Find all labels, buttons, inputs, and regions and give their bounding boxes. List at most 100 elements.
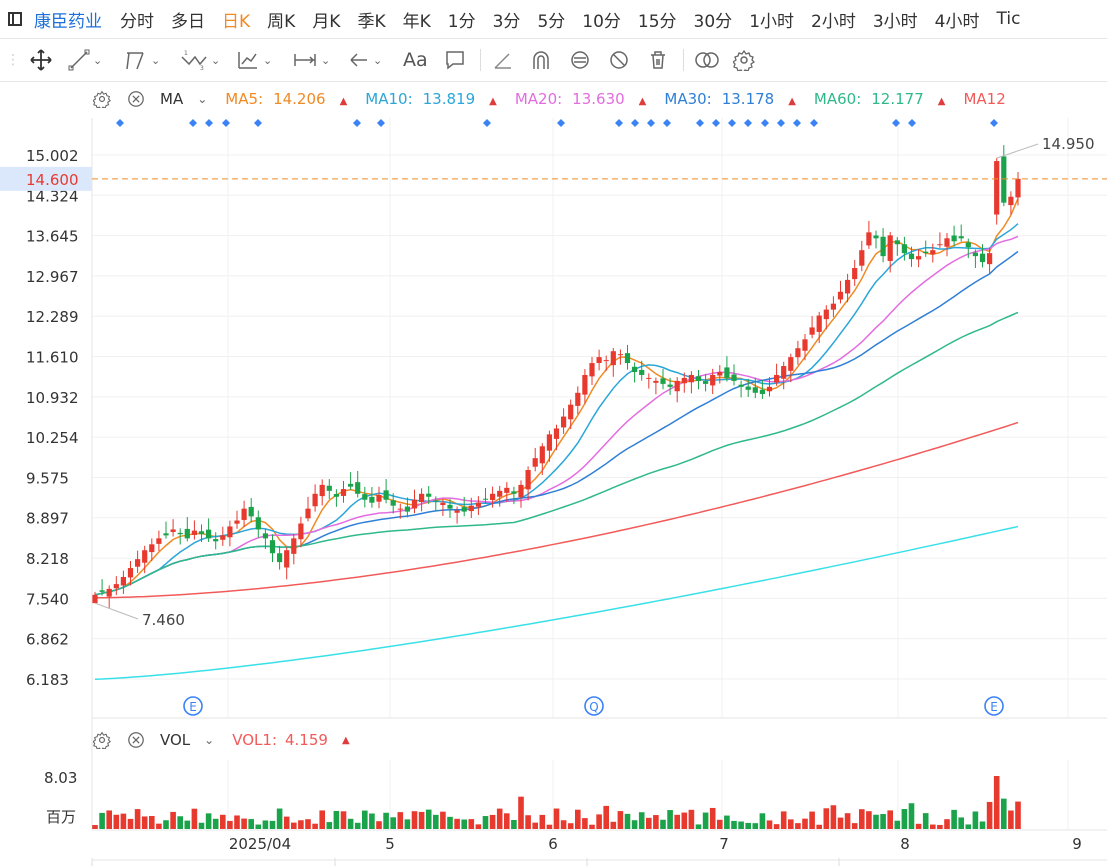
- timeframe-1[interactable]: 多日: [171, 11, 205, 32]
- timeframe-9[interactable]: 5分: [537, 11, 566, 32]
- volume-bar: [99, 812, 105, 829]
- volume-bar: [354, 822, 361, 829]
- chevron-down-icon[interactable]: ⌄: [204, 733, 215, 747]
- trash-icon[interactable]: [647, 39, 669, 81]
- chevron-down-icon[interactable]: ⌄: [211, 53, 221, 67]
- candle-body: [802, 339, 808, 351]
- ma250-line: [94, 525, 1019, 680]
- ma-values: MA5: 14.206 ▲ MA10: 13.819 ▲ MA20: 13.630 ▲ MA30:…: [225, 90, 1034, 108]
- candle-body: [248, 506, 254, 517]
- ma-label: MA20:: [514, 90, 563, 108]
- candle-body: [809, 327, 815, 335]
- candle-body: [461, 507, 467, 512]
- hide-drawings-icon[interactable]: [608, 39, 630, 81]
- timeframe-15[interactable]: 3小时: [872, 11, 918, 32]
- stock-name[interactable]: 康臣药业: [34, 11, 102, 32]
- sidebar-toggle-icon[interactable]: [8, 12, 22, 26]
- chevron-down-icon[interactable]: ⌄: [373, 53, 383, 67]
- chevron-down-icon[interactable]: ⌄: [197, 92, 208, 106]
- chevron-down-icon[interactable]: ⌄: [151, 53, 161, 67]
- volume-bar: [993, 776, 1000, 829]
- volume-bar: [823, 808, 830, 829]
- measure-tool-icon[interactable]: ⌄: [236, 39, 272, 81]
- candle-body: [553, 428, 560, 439]
- timeframe-10[interactable]: 10分: [582, 11, 621, 32]
- crosshair-move-icon[interactable]: [28, 39, 54, 81]
- wave-tool-icon[interactable]: 1 3 ⌄: [180, 39, 220, 81]
- volume-name[interactable]: VOL: [160, 731, 191, 749]
- event-marker-icon[interactable]: [984, 696, 1004, 716]
- volume-close-icon[interactable]: [126, 730, 146, 750]
- timeframe-17[interactable]: Tic: [996, 9, 1021, 29]
- chevron-down-icon[interactable]: ⌄: [321, 53, 331, 67]
- volume-settings-icon[interactable]: [92, 730, 112, 750]
- candle-body: [994, 161, 1000, 215]
- event-marker-icon[interactable]: [183, 696, 203, 716]
- comment-tool-icon[interactable]: [444, 39, 466, 81]
- candle-body: [603, 360, 609, 362]
- candle-body: [206, 529, 212, 539]
- candle-body: [908, 253, 915, 260]
- axis-labels: 15.002 14.324 13.645 12.967 12.289 11.610 10.9…: [26, 147, 1082, 853]
- timeframe-2[interactable]: 日K: [222, 11, 251, 32]
- candle-body: [759, 389, 765, 394]
- timeframe-11[interactable]: 15分: [637, 11, 677, 32]
- indicator-name[interactable]: MA: [160, 90, 184, 108]
- candle-body: [497, 490, 503, 497]
- volume-bar: [482, 816, 489, 829]
- timeframe-4[interactable]: 月K: [312, 11, 341, 32]
- signal-dot: [663, 119, 671, 127]
- text-tool-icon[interactable]: Aa: [403, 49, 428, 71]
- channel-tool-icon[interactable]: ⌄: [124, 39, 160, 81]
- price-tick: 7.540: [26, 590, 69, 608]
- timeframe-5[interactable]: 季K: [357, 11, 386, 32]
- volume-bar: [894, 820, 901, 829]
- chevron-down-icon[interactable]: ⌄: [263, 53, 273, 67]
- up-arrow-icon: ▲: [788, 96, 796, 107]
- ma-value: 13.178: [721, 90, 775, 108]
- volume-bar: [979, 821, 986, 829]
- candle-body: [703, 381, 709, 384]
- timeframe-8[interactable]: 3分: [492, 11, 521, 32]
- timeframe-16[interactable]: 4小时: [934, 11, 980, 32]
- magnet-icon[interactable]: [530, 39, 552, 81]
- volume-bar: [802, 818, 808, 829]
- candle-body: [482, 498, 489, 500]
- timeframe-6[interactable]: 年K: [402, 11, 431, 32]
- arrow-tool-icon[interactable]: ⌄: [348, 39, 382, 81]
- volume-bar: [255, 824, 262, 829]
- volume-bar: [638, 812, 645, 829]
- volume-bar: [887, 810, 893, 829]
- ma-legend: MA ⌄ MA5: 14.206 ▲ MA10: 13.819 ▲ MA20: 13.630 ▲…: [92, 84, 1107, 114]
- low-leader: [94, 602, 139, 620]
- timeframe-12[interactable]: 30分: [693, 11, 733, 32]
- volume-bar: [567, 823, 574, 829]
- angle-tool-icon[interactable]: [492, 39, 514, 81]
- price-tick: 12.967: [26, 268, 79, 286]
- toolbar-divider: [683, 49, 684, 71]
- timeframe-0[interactable]: 分时: [120, 11, 154, 32]
- candle-body: [1015, 178, 1021, 198]
- signal-dot: [205, 119, 213, 127]
- price-tick: 15.002: [26, 147, 79, 165]
- ma-value: 13.819: [422, 90, 476, 108]
- indicator-close-icon[interactable]: [126, 89, 146, 109]
- chevron-down-icon[interactable]: ⌄: [93, 53, 103, 67]
- event-marker-icon[interactable]: [584, 696, 604, 716]
- timeframe-7[interactable]: 1分: [447, 11, 476, 32]
- volume-bar: [596, 814, 602, 829]
- timeframe-13[interactable]: 1小时: [749, 11, 795, 32]
- drag-handle-icon[interactable]: ⋮: [6, 52, 20, 68]
- volume-bar: [702, 812, 709, 829]
- compare-icon[interactable]: [693, 39, 721, 81]
- timeframe-14[interactable]: 2小时: [811, 11, 856, 32]
- line-tool-icon[interactable]: ⌄: [68, 39, 102, 81]
- indicator-settings-icon[interactable]: [92, 89, 112, 109]
- volume-bar: [227, 820, 233, 829]
- candle-body: [688, 374, 694, 383]
- sync-icon[interactable]: [568, 39, 592, 81]
- timeframe-3[interactable]: 周K: [267, 11, 296, 32]
- range-tool-icon[interactable]: ⌄: [292, 39, 330, 81]
- settings-gear-icon[interactable]: [733, 39, 755, 81]
